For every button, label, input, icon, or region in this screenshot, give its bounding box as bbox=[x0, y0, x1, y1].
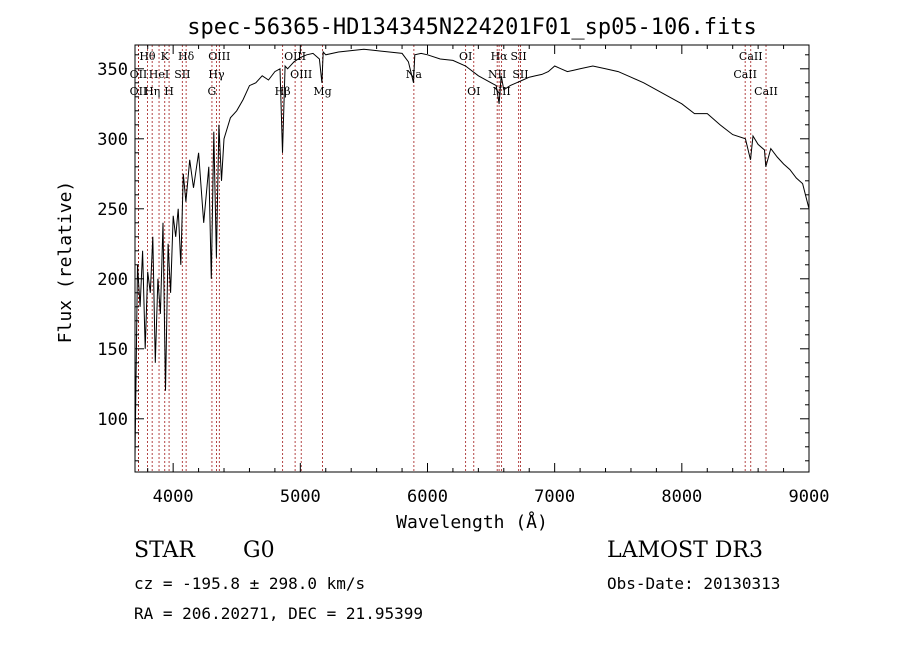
line-label-6: Hα bbox=[491, 50, 509, 63]
line-label-17: CaII bbox=[733, 68, 757, 81]
line-label-1: K bbox=[161, 50, 170, 63]
y-tick-label-4: 300 bbox=[97, 130, 128, 150]
obs-date: Obs-Date: 20130313 bbox=[607, 574, 781, 593]
line-label-7: SII bbox=[511, 50, 527, 63]
chart-title: spec-56365-HD134345N224201F01_sp05-106.f… bbox=[187, 15, 757, 40]
x-tick-label-1: 5000 bbox=[280, 487, 321, 507]
line-label-16: SII bbox=[512, 68, 528, 81]
line-label-19: Hη bbox=[144, 85, 160, 98]
x-axis-label: Wavelength (Å) bbox=[396, 511, 548, 533]
y-tick-label-1: 150 bbox=[97, 340, 128, 360]
line-label-26: CaII bbox=[754, 85, 778, 98]
line-label-20: H bbox=[164, 85, 174, 98]
x-tick-label-0: 4000 bbox=[153, 487, 194, 507]
redshift-info: cz = -195.8 ± 298.0 km/s bbox=[134, 574, 366, 593]
line-label-0: Hθ bbox=[139, 50, 156, 63]
line-label-5: OI bbox=[459, 50, 472, 63]
x-tick-label-4: 8000 bbox=[661, 487, 702, 507]
line-label-13: OIII bbox=[290, 68, 312, 81]
y-axis-label: Flux (relative) bbox=[55, 181, 76, 344]
line-label-15: NII bbox=[488, 68, 506, 81]
x-tick-label-2: 6000 bbox=[407, 487, 448, 507]
line-label-2: Hδ bbox=[178, 50, 195, 63]
object-subclass: G0 bbox=[243, 538, 275, 563]
object-class: STAR bbox=[134, 538, 195, 563]
line-label-22: Hβ bbox=[275, 85, 291, 98]
survey-name: LAMOST DR3 bbox=[607, 538, 763, 563]
line-label-11: SII bbox=[174, 68, 190, 81]
y-tick-label-2: 200 bbox=[97, 270, 128, 290]
line-label-23: Mg bbox=[313, 85, 331, 98]
x-tick-label-3: 7000 bbox=[534, 487, 575, 507]
y-tick-label-3: 250 bbox=[97, 200, 128, 220]
y-tick-label-5: 350 bbox=[97, 60, 128, 80]
plot-frame bbox=[134, 44, 810, 473]
line-label-3: OIII bbox=[208, 50, 230, 63]
y-tick-label-0: 100 bbox=[97, 410, 128, 430]
series-line-flux bbox=[134, 48, 810, 459]
x-tick-label-5: 9000 bbox=[789, 487, 830, 507]
axes: 4000 5000 6000 7000 8000 9000 100 150 200 250 300 3… bbox=[97, 45, 829, 507]
coordinates: RA = 206.20271, DEC = 21.95399 bbox=[134, 604, 423, 623]
line-label-24: OI bbox=[467, 85, 480, 98]
line-label-10: HeI bbox=[149, 68, 169, 81]
line-label-21: G bbox=[208, 85, 217, 98]
line-label-18: OII bbox=[130, 85, 148, 98]
line-label-12: Hγ bbox=[208, 68, 225, 81]
line-label-8: CaII bbox=[739, 50, 763, 63]
flux-series bbox=[134, 48, 810, 459]
